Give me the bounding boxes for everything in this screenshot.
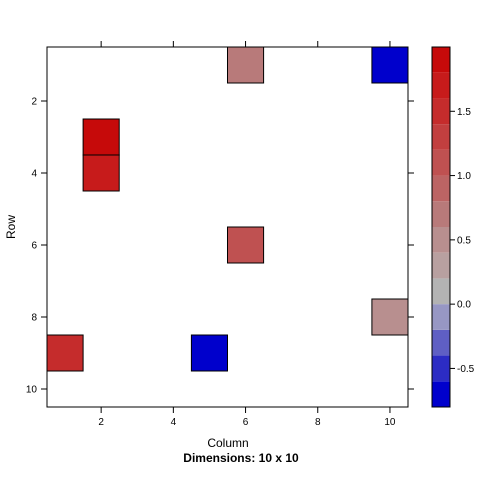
- heatmap-cell: [190, 334, 228, 372]
- heatmap-cell: [46, 334, 84, 372]
- x-tick-label: 8: [315, 417, 321, 428]
- colorkey-tick-label: 1.5: [457, 107, 471, 118]
- colorkey-swatch: [432, 252, 450, 279]
- colorkey-swatch: [432, 175, 450, 202]
- x-tick-label: 6: [243, 417, 249, 428]
- heatmap-cell: [371, 298, 409, 336]
- colorkey-swatch: [432, 355, 450, 382]
- heatmap-cell: [82, 154, 120, 192]
- y-tick-label: 6: [31, 241, 37, 252]
- y-axis-title: Row: [4, 215, 18, 239]
- colorkey-frame: [431, 46, 451, 408]
- colorkey-swatch: [432, 201, 450, 227]
- heatmap-cell: [227, 46, 265, 84]
- heatmap-cell: [227, 226, 265, 264]
- colorkey-swatch: [432, 304, 450, 330]
- colorkey-swatch: [432, 72, 450, 99]
- colorkey-swatch: [432, 47, 450, 73]
- colorkey-tick-label: 1.0: [457, 171, 471, 182]
- colorkey-swatch: [432, 98, 450, 125]
- y-tick-label: 8: [31, 313, 37, 324]
- colorkey-tick-label: 0.5: [457, 235, 471, 246]
- x-tick-label: 4: [171, 417, 177, 428]
- colorkey-swatch: [432, 381, 450, 407]
- colorkey-swatch: [432, 124, 450, 150]
- heatmap-cell: [371, 46, 409, 84]
- colorkey-tick-label: 0.0: [457, 300, 471, 311]
- colorkey: -0.5 0.0 0.5 1.0 1.5: [431, 46, 475, 408]
- x-axis-title: Column: [207, 436, 248, 450]
- y-tick-label: 10: [26, 385, 38, 396]
- y-tick-label: 2: [31, 97, 37, 108]
- x-tick-label: 10: [384, 417, 396, 428]
- colorkey-swatch: [432, 329, 450, 356]
- x-tick-label: 2: [98, 417, 104, 428]
- colorkey-tick-label: -0.5: [457, 364, 475, 375]
- heatmap-cells: [46, 46, 409, 372]
- colorkey-swatch: [432, 149, 450, 176]
- y-tick-label: 4: [31, 169, 37, 180]
- chart-subtitle: Dimensions: 10 x 10: [183, 451, 299, 465]
- axes: 2 4 6 8 10 2 4 6 8 10: [26, 41, 414, 428]
- colorkey-swatch: [432, 227, 450, 253]
- heatmap-cell: [82, 118, 120, 156]
- colorkey-swatch: [432, 278, 450, 305]
- plot-frame: [46, 46, 409, 408]
